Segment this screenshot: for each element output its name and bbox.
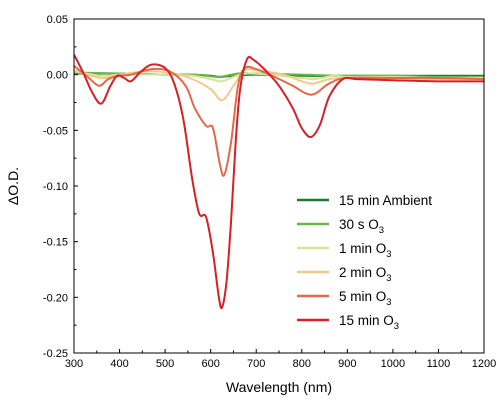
x-tick-label: 1100	[427, 358, 451, 370]
plot-frame	[73, 18, 485, 354]
legend-label-text: 1 min O	[339, 241, 386, 256]
y-tick-label: -0.15	[43, 237, 68, 249]
legend-label-subscript: 3	[386, 249, 391, 260]
legend-item: 15 min O3	[297, 313, 399, 332]
legend-label: 1 min O3	[339, 241, 392, 260]
x-tick-label: 300	[65, 358, 83, 370]
legend-item: 5 min O3	[297, 289, 392, 308]
y-tick-label: 0.00	[47, 70, 68, 82]
y-axis-title: ΔO.D.	[5, 167, 21, 205]
x-tick-label: 400	[110, 358, 128, 370]
series-group	[74, 54, 484, 310]
series-line	[74, 54, 484, 310]
x-tick-label: 1200	[472, 358, 496, 370]
legend-label: 5 min O3	[339, 289, 392, 308]
legend-label-text: 15 min Ambient	[339, 193, 432, 208]
x-tick-label: 700	[247, 358, 265, 370]
y-tick-labels: 0.05 0.00 -0.05 -0.10 -0.15 -0.20 -0.25	[43, 14, 68, 360]
y-tick-label: -0.20	[43, 292, 68, 304]
legend-label-subscript: 3	[394, 321, 399, 332]
legend-label-text: 5 min O	[339, 289, 386, 304]
legend-label-text: 15 min O	[339, 313, 394, 328]
legend-item: 30 s O3	[297, 217, 384, 236]
x-tick-label: 600	[201, 358, 219, 370]
legend-item: 1 min O3	[297, 241, 392, 260]
axis-ticks	[73, 18, 485, 354]
x-tick-label: 1000	[381, 358, 405, 370]
x-tick-labels: 300 400 500 600 700 800 900 1000 1100 1200	[65, 358, 496, 370]
legend-label-subscript: 3	[386, 297, 391, 308]
x-tick-label: 900	[338, 358, 356, 370]
x-tick-label: 800	[293, 358, 311, 370]
legend-label: 15 min Ambient	[339, 193, 432, 208]
y-tick-label: -0.05	[43, 125, 68, 137]
legend-label: 2 min O3	[339, 265, 392, 284]
y-tick-label: -0.10	[43, 181, 68, 193]
x-axis-title: Wavelength (nm)	[226, 379, 332, 395]
series-line	[74, 64, 484, 177]
legend-item: 2 min O3	[297, 265, 392, 284]
legend-label-text: 2 min O	[339, 265, 386, 280]
legend-label-text: 30 s O	[339, 217, 379, 232]
legend-label: 30 s O3	[339, 217, 384, 236]
y-tick-label: 0.05	[47, 14, 68, 26]
legend-label-subscript: 3	[386, 273, 391, 284]
legend-label: 15 min O3	[339, 313, 399, 332]
x-tick-label: 500	[156, 358, 174, 370]
legend-label-subscript: 3	[379, 225, 384, 236]
y-tick-label: -0.25	[43, 348, 68, 360]
legend-item: 15 min Ambient	[297, 193, 432, 208]
